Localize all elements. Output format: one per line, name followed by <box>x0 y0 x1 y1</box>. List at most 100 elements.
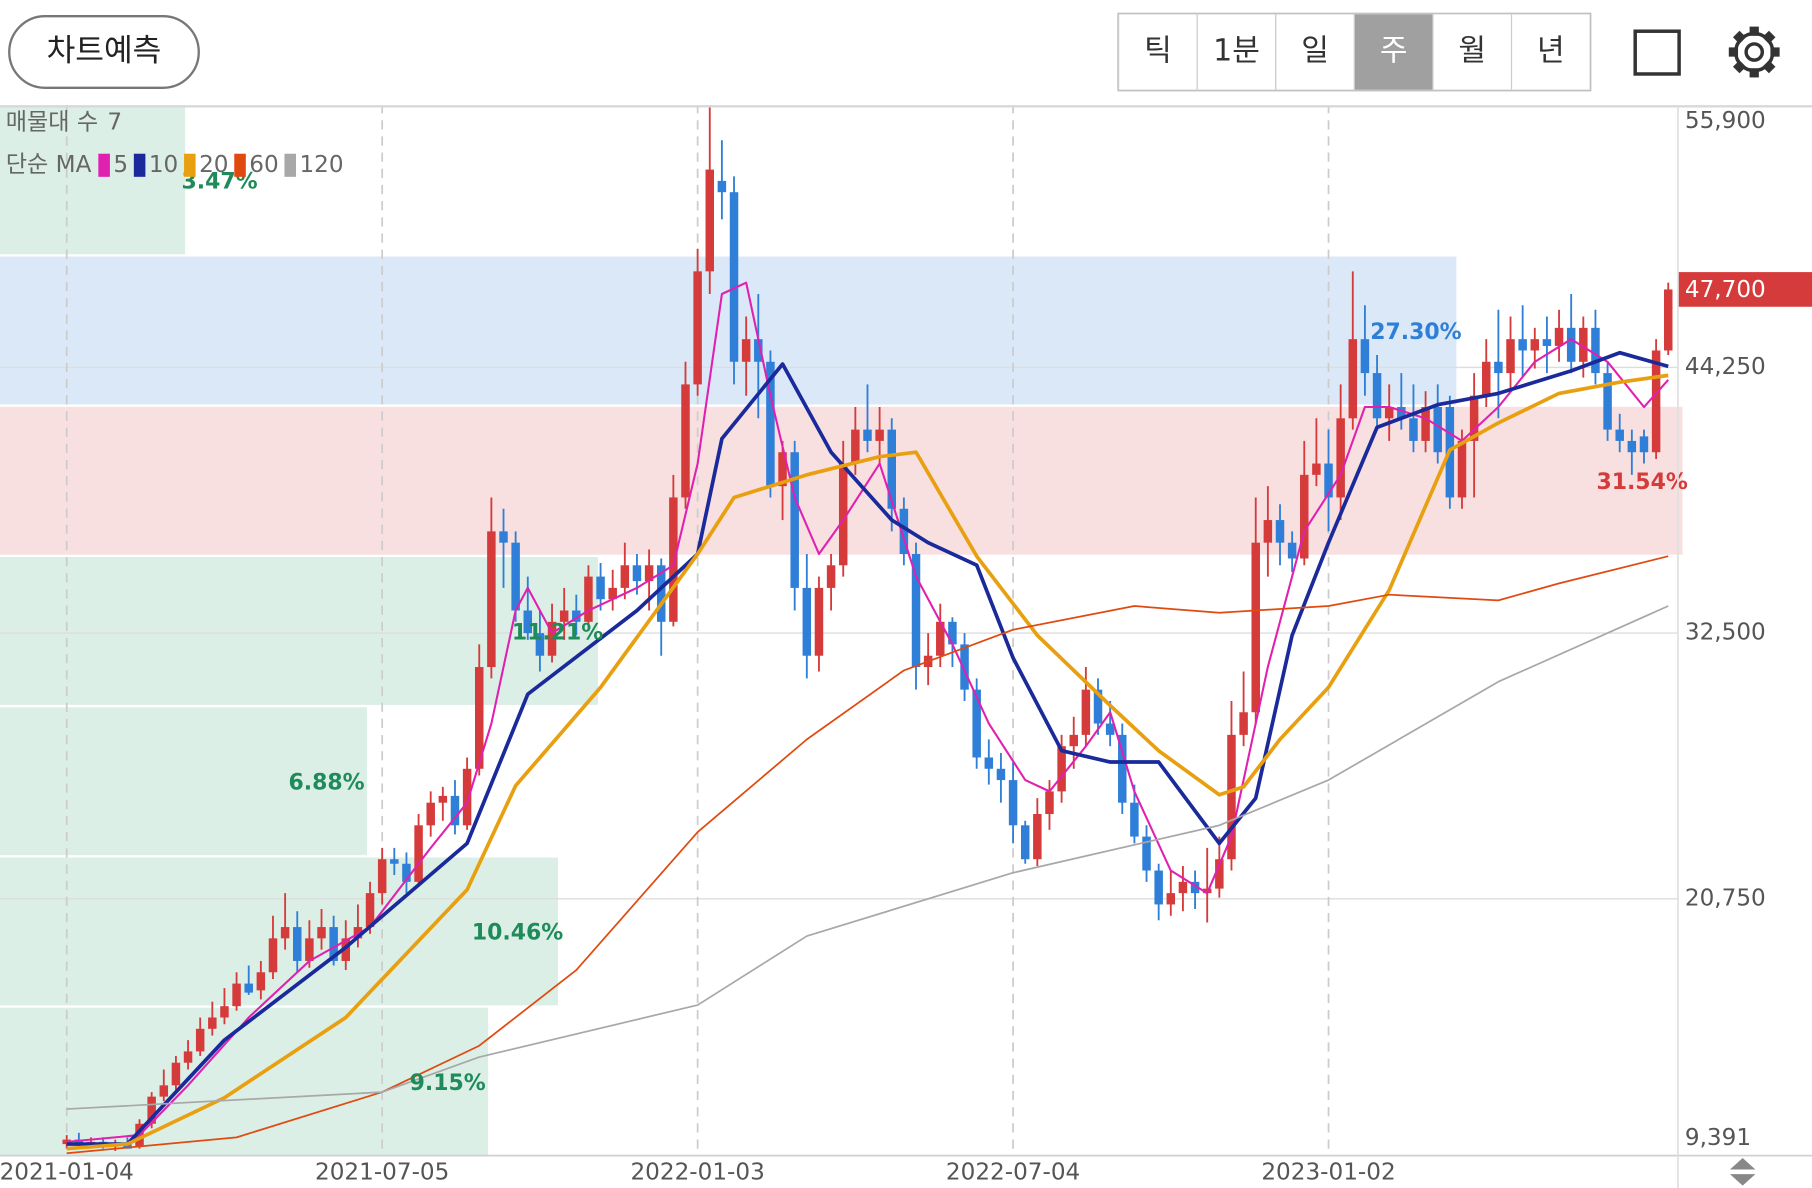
candle-body <box>1579 327 1588 362</box>
legend-label: 10 <box>149 152 178 178</box>
candle-body <box>171 1062 181 1086</box>
predict-button[interactable]: 차트예측 <box>8 15 200 89</box>
candle-body <box>1482 361 1491 396</box>
candle-body <box>1360 339 1370 374</box>
candle-body <box>1324 463 1333 498</box>
scale-down[interactable] <box>1729 1174 1756 1186</box>
candle-body <box>220 1006 229 1018</box>
y-tick-label: 32,500 <box>1685 620 1766 646</box>
candle-body <box>474 667 484 769</box>
candle-body <box>1069 734 1078 747</box>
candle-body <box>535 633 545 656</box>
candle-body <box>1651 350 1661 453</box>
candle-body <box>729 192 739 362</box>
candle-body <box>1057 746 1066 792</box>
candle-body <box>936 621 945 656</box>
candle-body <box>1336 418 1345 498</box>
candle-body <box>1130 802 1139 837</box>
candle-body <box>390 859 399 864</box>
candle-body <box>183 1051 193 1063</box>
period-label[interactable]: 년 <box>1537 34 1565 69</box>
candle-body <box>608 587 617 600</box>
legend-swatch <box>184 153 196 177</box>
gear-tooth[interactable] <box>1732 60 1747 74</box>
layout-icon[interactable] <box>1633 29 1681 76</box>
ma-line <box>66 350 1669 1146</box>
ma-line <box>66 555 1669 1155</box>
period-button[interactable] <box>1196 13 1277 91</box>
period-label[interactable]: 틱 <box>1144 34 1172 69</box>
period-label[interactable]: 월 <box>1458 34 1486 69</box>
x-tick-label: 2022-07-04 <box>946 1159 1080 1185</box>
candle-body <box>1215 859 1224 889</box>
period-label[interactable]: 일 <box>1301 34 1329 69</box>
legend-label: 120 <box>299 152 343 178</box>
legend-swatch <box>284 153 297 177</box>
y-tick-label: 20,750 <box>1685 885 1766 911</box>
candle-body <box>1300 474 1309 559</box>
period-button[interactable] <box>1432 13 1513 91</box>
candle-body <box>960 644 969 690</box>
gear-tooth[interactable] <box>1749 68 1759 78</box>
last-price-label: 47,700 <box>1685 277 1766 303</box>
predict-button-label[interactable]: 차트예측 <box>47 33 162 69</box>
candle-body <box>863 429 872 441</box>
gear-tooth[interactable] <box>1732 30 1747 44</box>
candle-body <box>1421 407 1430 441</box>
scale-handle[interactable] <box>1729 1157 1756 1186</box>
candle-body <box>790 452 799 588</box>
candle-body <box>996 768 1006 781</box>
candle-body <box>426 802 435 826</box>
candle-body <box>74 1139 84 1145</box>
candle-body <box>208 1017 217 1029</box>
y-tick-label: 55,900 <box>1685 108 1766 134</box>
candle-body <box>1518 339 1527 351</box>
candle-body <box>911 553 921 668</box>
gear-tooth[interactable] <box>1728 47 1739 57</box>
volume-band <box>0 857 559 1006</box>
candle-body <box>1615 429 1624 441</box>
candle-body <box>1397 407 1406 419</box>
predict-button-frame[interactable] <box>8 15 200 89</box>
gear-hub[interactable] <box>1744 42 1765 62</box>
candle-body <box>1554 327 1564 346</box>
candle-body <box>450 795 460 826</box>
period-button[interactable] <box>1118 13 1198 91</box>
candle-body <box>572 610 581 622</box>
candle-body <box>669 497 678 622</box>
scale-up[interactable] <box>1729 1157 1756 1170</box>
x-tick-label: 2023-01-02 <box>1261 1159 1395 1185</box>
ma-line <box>66 373 1669 1151</box>
candle-body <box>656 565 666 622</box>
candle-body <box>559 610 569 622</box>
candle-body <box>1542 339 1552 346</box>
legend-label: 20 <box>199 152 228 178</box>
candle-body <box>1433 407 1442 453</box>
candle-body <box>948 621 957 645</box>
candle-body <box>147 1096 156 1124</box>
period-button[interactable] <box>1510 13 1591 91</box>
candle-body <box>584 576 593 622</box>
candle-body <box>487 531 496 668</box>
candle-body <box>462 768 472 826</box>
candle-body <box>1020 825 1030 860</box>
period-label[interactable]: 1분 <box>1213 34 1260 69</box>
volume-label: 11.21% <box>512 620 603 645</box>
candle-body <box>754 339 763 362</box>
volume-band <box>0 557 599 705</box>
gear-tooth[interactable] <box>1770 47 1780 57</box>
settings-icon[interactable] <box>1728 26 1780 78</box>
period-button[interactable] <box>1275 13 1355 91</box>
volume-label: 27.30% <box>1370 320 1461 345</box>
candle-body <box>1530 339 1540 351</box>
candle-body <box>123 1144 132 1149</box>
candle-body <box>1275 520 1285 543</box>
gear-tooth[interactable] <box>1749 26 1759 36</box>
candle-body <box>693 271 702 385</box>
period-label[interactable]: 주 <box>1380 34 1408 69</box>
candle-body <box>644 565 654 582</box>
volume-label: 6.88% <box>289 771 365 796</box>
candle-body <box>499 531 508 543</box>
